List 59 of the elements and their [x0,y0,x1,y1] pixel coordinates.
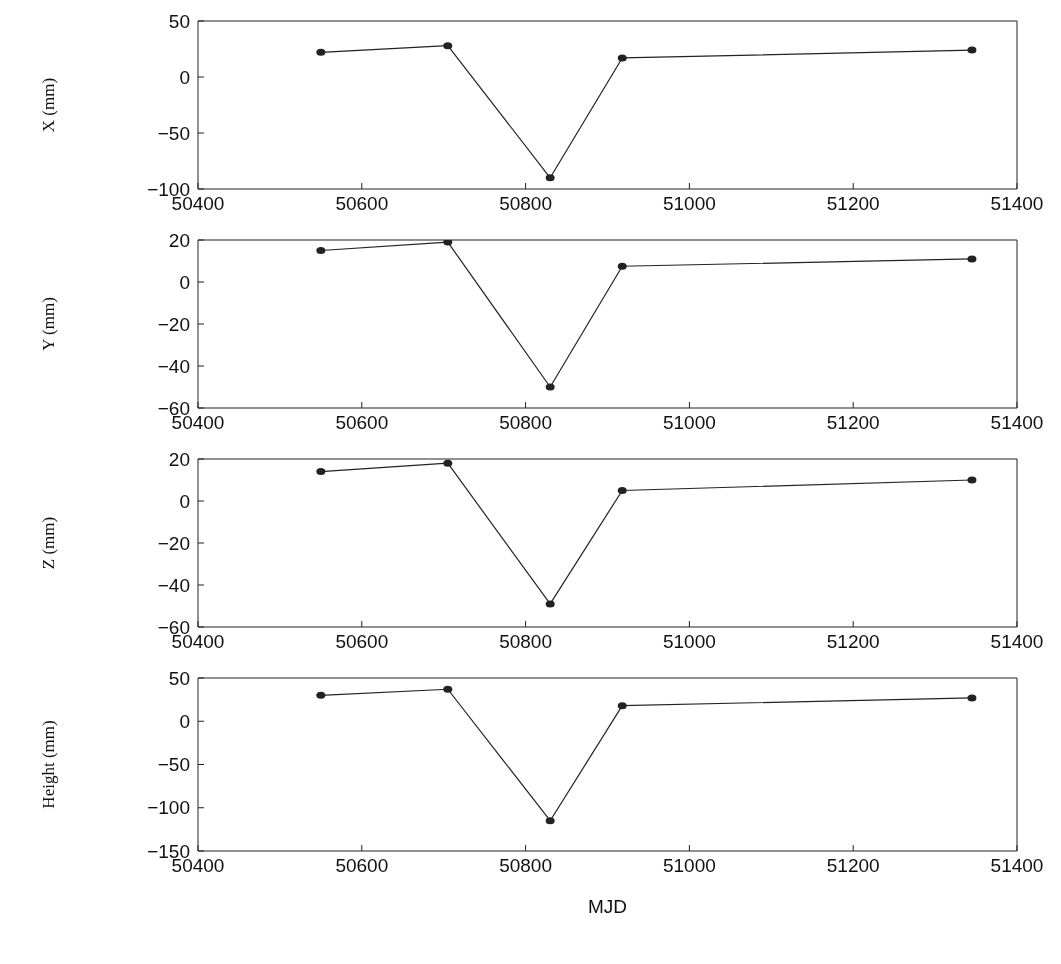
y-tick-label: −20 [157,313,190,335]
point [545,174,555,182]
y-axis-title: Y (mm) [39,297,59,351]
x-tick-label: 51000 [662,631,716,653]
point [617,262,627,270]
x-tick-label: 51400 [990,412,1044,434]
y-tick-label: −40 [157,355,190,377]
point [316,468,326,476]
y-tick-label: 50 [168,10,190,32]
point [316,48,326,56]
x-tick-label: 51400 [990,855,1044,877]
x-tick-label: 51000 [662,193,716,215]
y-axis-title: X (mm) [39,77,59,133]
x-tick-label: 50800 [499,412,553,434]
y-axis-title: Height (mm) [39,720,59,809]
x-tick-label: 51000 [662,412,716,434]
x-tick-label: 50600 [335,631,389,653]
y-tick-label: −50 [157,754,190,776]
point [443,459,453,467]
y-axis-title: Z (mm) [39,516,59,570]
x-tick-label: 50600 [335,855,389,877]
y-tick-label: 0 [179,271,190,293]
x-tick-label: 50800 [499,193,553,215]
y-tick-label: 50 [168,667,190,689]
point [443,685,453,693]
point [967,694,977,702]
x-tick-label: 51200 [826,631,880,653]
point [967,46,977,54]
y-tick-label: 0 [179,66,190,88]
x-tick-label: 50800 [499,855,553,877]
point [443,42,453,50]
y-tick-label: −100 [147,797,190,819]
x-tick-label: 51400 [990,193,1044,215]
y-tick-label: 20 [168,229,190,251]
x-tick-label: 50600 [335,412,389,434]
point [617,54,627,62]
x-tick-label: 51200 [826,193,880,215]
point [316,247,326,254]
y-tick-label: 0 [179,710,190,732]
point [545,383,555,391]
x-tick-label: 51400 [990,631,1044,653]
x-tick-label: 51200 [826,412,880,434]
x-axis-title: MJD [587,896,628,917]
point [967,476,977,484]
y-tick-label: −50 [157,122,190,144]
y-tick-label: 20 [168,448,190,470]
y-tick-label: −40 [157,574,190,596]
x-tick-label: 51200 [826,855,880,877]
point [316,691,326,699]
point [967,255,977,263]
point [617,487,627,494]
x-tick-label: 50600 [335,193,389,215]
y-tick-label: −20 [157,532,190,554]
x-tick-label: 51000 [662,855,716,877]
y-tick-label: 0 [179,490,190,512]
point [545,600,555,608]
x-tick-label: 50800 [499,631,553,653]
point [545,817,555,825]
point [617,702,627,710]
